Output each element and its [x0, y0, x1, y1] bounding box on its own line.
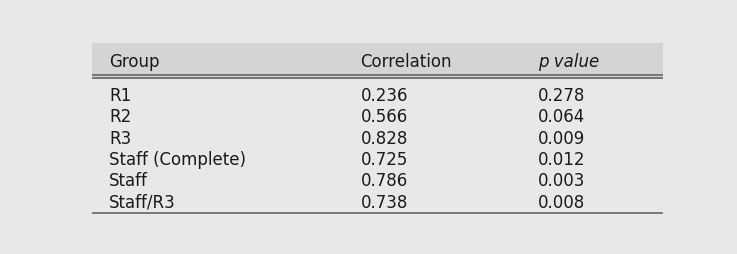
Text: 0.278: 0.278 — [538, 87, 585, 105]
Text: 0.566: 0.566 — [360, 108, 408, 126]
Text: 0.009: 0.009 — [538, 129, 585, 147]
Text: Staff: Staff — [109, 172, 148, 189]
Text: R2: R2 — [109, 108, 131, 126]
Text: R3: R3 — [109, 129, 131, 147]
Text: 0.828: 0.828 — [360, 129, 408, 147]
Text: R1: R1 — [109, 87, 131, 105]
Text: 0.738: 0.738 — [360, 193, 408, 211]
Bar — [92, 44, 663, 79]
Text: Staff (Complete): Staff (Complete) — [109, 150, 246, 168]
Text: 0.008: 0.008 — [538, 193, 585, 211]
Text: 0.786: 0.786 — [360, 172, 408, 189]
Text: 0.236: 0.236 — [360, 87, 408, 105]
Text: 0.003: 0.003 — [538, 172, 585, 189]
Text: 0.064: 0.064 — [538, 108, 585, 126]
Text: Correlation: Correlation — [360, 53, 452, 71]
Text: Group: Group — [109, 53, 160, 71]
Text: p value: p value — [538, 53, 599, 71]
Text: 0.725: 0.725 — [360, 150, 408, 168]
Text: Staff/R3: Staff/R3 — [109, 193, 176, 211]
Text: 0.012: 0.012 — [538, 150, 585, 168]
